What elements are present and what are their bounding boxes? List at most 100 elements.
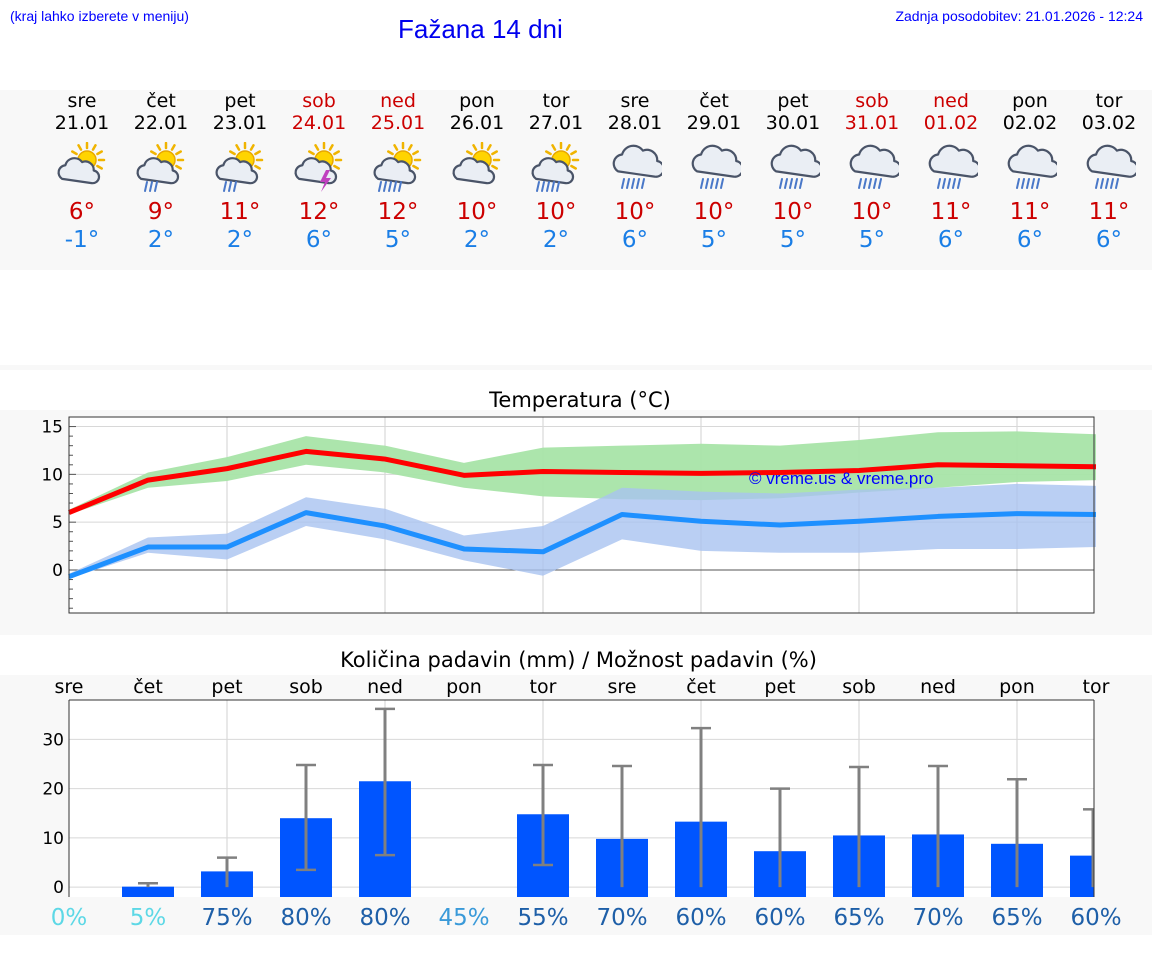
max-temp-line [68, 448, 1097, 515]
cloud-rain-icon [849, 144, 899, 189]
y-tick-label: 15 [41, 418, 63, 438]
precip-day-label: pon [446, 676, 482, 698]
max-temp: 11° [219, 199, 261, 225]
cloud-rain-icon [928, 144, 978, 189]
min-temp: 6° [1016, 227, 1044, 253]
max-temp: 6° [68, 199, 96, 225]
day-date: 29.01 [686, 112, 742, 134]
day-date: 21.01 [54, 112, 110, 134]
max-temp: 12° [298, 199, 340, 225]
precip-probability: 70% [912, 905, 964, 931]
precipitation-chart-title: Količina padavin (mm) / Možnost padavin … [340, 648, 817, 672]
precip-day-label: sob [842, 676, 876, 698]
max-temp: 10° [614, 199, 656, 225]
min-temp: 5° [779, 227, 807, 253]
min-temp: 2° [226, 227, 254, 253]
min-temp: 2° [147, 227, 175, 253]
max-temp: 10° [851, 199, 893, 225]
precip-probability: 55% [517, 905, 569, 931]
min-temp: 5° [384, 227, 412, 253]
precip-day-label: ned [367, 676, 403, 698]
y-tick-label: 10 [41, 465, 63, 485]
cloud-rain-icon [1007, 144, 1057, 189]
day-date: 01.02 [923, 112, 979, 134]
day-of-week: čet [699, 90, 729, 112]
precip-day-label: pet [764, 676, 796, 698]
precip-day-label: ned [920, 676, 956, 698]
min-temp: 2° [542, 227, 570, 253]
sun-cloud-heavy-rain-icon [531, 142, 580, 192]
max-temp: 10° [535, 199, 577, 225]
max-temp: 9° [147, 199, 175, 225]
day-of-week: tor [542, 90, 570, 112]
day-date: 31.01 [844, 112, 900, 134]
min-temp: 2° [463, 227, 491, 253]
day-date: 02.02 [1002, 112, 1058, 134]
menu-hint: (kraj lahko izberete v meniju) [10, 8, 189, 24]
watermark: © vreme.us & vreme.pro [749, 469, 933, 488]
day-date: 27.01 [528, 112, 584, 134]
min-temp: 5° [858, 227, 886, 253]
day-of-week: pon [459, 90, 495, 112]
precip-day-label: pon [999, 676, 1035, 698]
y-tick-label: 20 [42, 780, 64, 800]
precip-probability: 0% [50, 905, 88, 931]
precip-bar [1070, 855, 1094, 897]
precip-day-label: tor [1082, 676, 1110, 698]
precip-day-label: pet [211, 676, 243, 698]
sun-cloud-icon [452, 142, 501, 185]
max-temp: 10° [693, 199, 735, 225]
min-temp: 6° [1095, 227, 1123, 253]
precip-probability: 75% [201, 905, 253, 931]
sun-cloud-heavy-rain-icon [373, 142, 422, 192]
temperature-chart: 0 5 10 15 © vreme.us & vreme.pro [41, 416, 1097, 614]
min-temp: 5° [700, 227, 728, 253]
day-of-week: sob [855, 90, 889, 112]
precip-probability: 80% [359, 905, 411, 931]
max-temp: 10° [456, 199, 498, 225]
sun-cloud-icon [57, 142, 106, 185]
last-updated: Zadnja posodobitev: 21.01.2026 - 12:24 [895, 8, 1143, 24]
precip-day-label: sob [289, 676, 323, 698]
sun-cloud-thunder-icon [294, 142, 343, 192]
y-tick-label: 30 [42, 730, 64, 750]
precip-probability: 60% [1070, 905, 1122, 931]
day-of-week: sre [620, 90, 650, 112]
day-of-week: sre [67, 90, 97, 112]
day-date: 28.01 [607, 112, 663, 134]
day-of-week: ned [380, 90, 416, 112]
precip-probability: 60% [675, 905, 727, 931]
max-temp: 11° [930, 199, 972, 225]
day-of-week: ned [933, 90, 969, 112]
max-temp: 11° [1088, 199, 1130, 225]
page-title: Fažana 14 dni [398, 14, 563, 44]
precip-probability: 70% [596, 905, 648, 931]
precip-bar [122, 886, 174, 897]
precip-probability: 65% [833, 905, 885, 931]
day-date: 03.02 [1081, 112, 1137, 134]
precip-probability: 60% [754, 905, 806, 931]
cloud-rain-icon [691, 144, 741, 189]
day-date: 26.01 [449, 112, 505, 134]
day-date: 22.01 [133, 112, 189, 134]
precip-probability: 65% [991, 905, 1043, 931]
precip-day-label: sre [607, 676, 637, 698]
cloud-rain-icon [1086, 144, 1136, 189]
precip-day-label: čet [686, 676, 716, 698]
precip-probability: 45% [438, 905, 490, 931]
precip-day-label: čet [133, 676, 163, 698]
max-temp: 12° [377, 199, 419, 225]
y-tick-label: 10 [42, 829, 64, 849]
y-tick-label: 0 [53, 878, 64, 898]
sun-cloud-rain-icon [136, 142, 185, 192]
forecast-strip: sre 21.01 6° -1° čet 22.01 9° 2° pet 23.01 11° 2° so… [0, 90, 1152, 270]
y-tick-label: 0 [52, 561, 63, 581]
day-of-week: čet [146, 90, 176, 112]
day-date: 25.01 [370, 112, 426, 134]
day-of-week: pet [224, 90, 256, 112]
y-tick-label: 5 [52, 513, 63, 533]
cloud-rain-icon [770, 144, 820, 189]
plot-border [68, 416, 1095, 614]
day-of-week: pet [777, 90, 809, 112]
cloud-rain-icon [612, 144, 662, 189]
